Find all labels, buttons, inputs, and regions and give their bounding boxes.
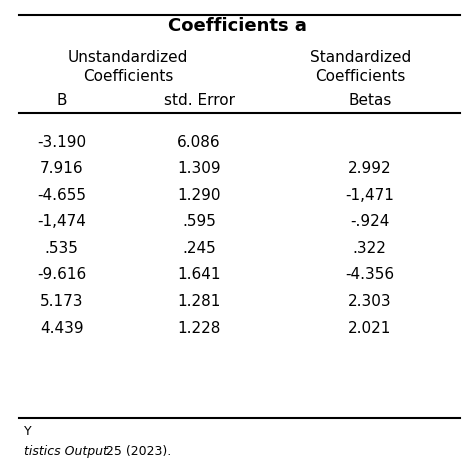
Text: .535: .535 xyxy=(45,241,79,256)
Text: Coefficients a: Coefficients a xyxy=(168,17,306,35)
Text: 25 (2023).: 25 (2023). xyxy=(102,445,171,458)
Text: 2.303: 2.303 xyxy=(348,294,392,309)
Text: Y: Y xyxy=(24,425,31,438)
Text: -4.655: -4.655 xyxy=(37,188,86,203)
Text: 1.641: 1.641 xyxy=(177,267,221,283)
Text: -1,471: -1,471 xyxy=(345,188,394,203)
Text: B: B xyxy=(56,93,67,109)
Text: .245: .245 xyxy=(182,241,216,256)
Text: 1.281: 1.281 xyxy=(177,294,221,309)
Text: .595: .595 xyxy=(182,214,216,229)
Text: Unstandardized: Unstandardized xyxy=(68,50,188,65)
Text: -4.356: -4.356 xyxy=(345,267,394,283)
Text: 5.173: 5.173 xyxy=(40,294,83,309)
Text: -9.616: -9.616 xyxy=(37,267,86,283)
Text: 6.086: 6.086 xyxy=(177,135,221,150)
Text: 1.290: 1.290 xyxy=(177,188,221,203)
Text: -.924: -.924 xyxy=(350,214,390,229)
Text: 2.021: 2.021 xyxy=(348,320,392,336)
Text: -1,474: -1,474 xyxy=(37,214,86,229)
Text: Standardized: Standardized xyxy=(310,50,411,65)
Text: tistics Output: tistics Output xyxy=(24,445,108,458)
Text: 1.228: 1.228 xyxy=(177,320,221,336)
Text: Coefficients: Coefficients xyxy=(315,69,405,84)
Text: 2.992: 2.992 xyxy=(348,161,392,176)
Text: .322: .322 xyxy=(353,241,387,256)
Text: std. Error: std. Error xyxy=(164,93,235,109)
Text: 7.916: 7.916 xyxy=(40,161,83,176)
Text: -3.190: -3.190 xyxy=(37,135,86,150)
Text: 4.439: 4.439 xyxy=(40,320,83,336)
Text: Betas: Betas xyxy=(348,93,392,109)
Text: Coefficients: Coefficients xyxy=(83,69,173,84)
Text: 1.309: 1.309 xyxy=(177,161,221,176)
